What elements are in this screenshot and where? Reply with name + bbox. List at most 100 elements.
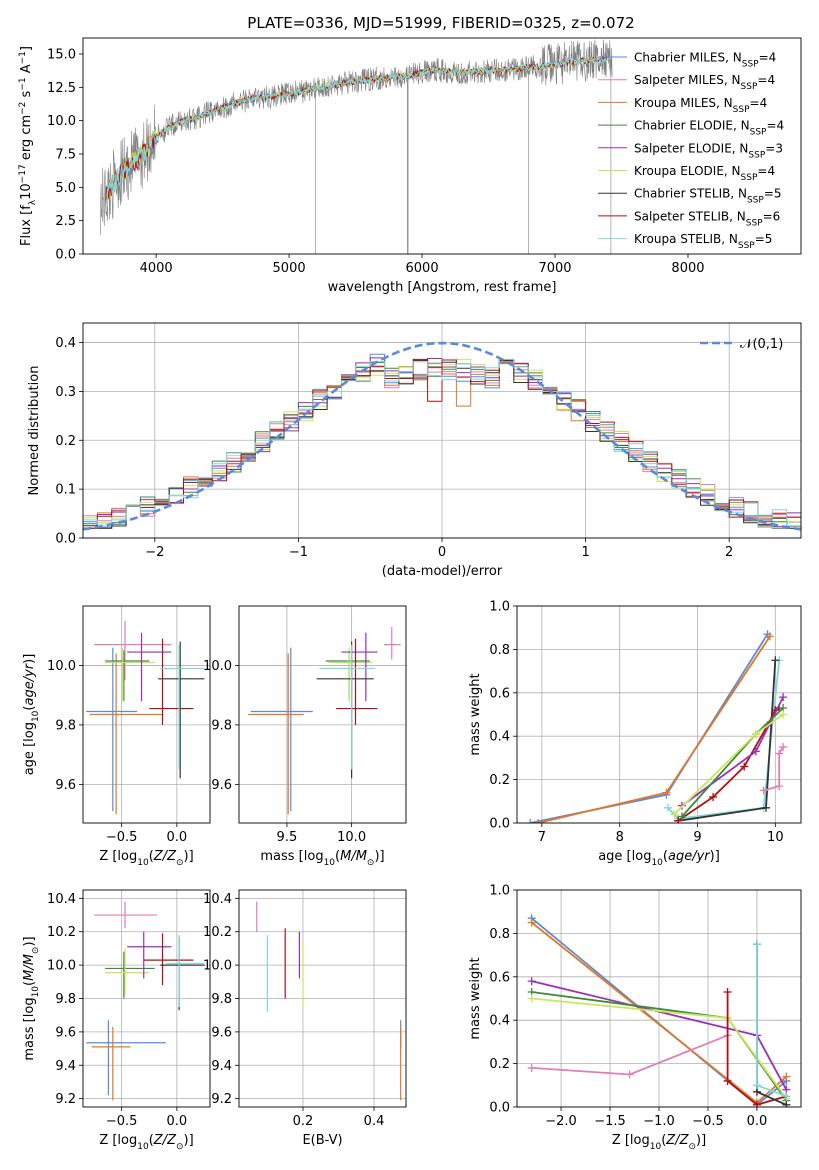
weight-series <box>527 1031 732 1079</box>
y-tick-label: 1.0 <box>489 884 510 899</box>
y-tick-label: 10.0 <box>203 959 232 974</box>
y-axis-label: mass [log10(M/M⊙)] <box>22 936 41 1060</box>
y-tick-label: 0.8 <box>489 643 510 658</box>
weight-marker <box>782 1100 791 1107</box>
y-tick-label: 0.0 <box>489 817 510 832</box>
y-tick-label: 0.4 <box>55 336 76 351</box>
error-bar-point <box>248 653 304 815</box>
chart-mass-vs-metallicity: −0.5 0.0 9.2 9.4 9.6 9.8 10.0 10.2 10.4 Z [log10(… <box>22 889 211 1152</box>
x-axis-label: E(B-V) <box>302 1133 342 1148</box>
x-axis-label: Z [log10(Z/Z⊙)] <box>99 1133 193 1152</box>
y-tick-label: 12.5 <box>47 81 76 96</box>
weight-marker <box>761 803 770 812</box>
error-bar-point <box>105 650 150 702</box>
weight-marker <box>771 656 780 665</box>
x-axis-label: (data-model)/error <box>382 564 503 579</box>
error-bar-point <box>89 653 163 815</box>
error-bar-point <box>105 948 150 996</box>
y-tick-label: 0.8 <box>489 927 510 942</box>
weight-marker <box>751 747 760 756</box>
error-bar-point <box>143 933 194 986</box>
weight-marker <box>779 693 788 702</box>
error-bar-point <box>319 644 375 770</box>
error-bar-point <box>383 626 401 660</box>
y-tick-label: 10.0 <box>203 659 232 674</box>
y-tick-label: 9.8 <box>55 718 76 733</box>
x-tick-label: 9 <box>693 830 701 845</box>
error-bar-point <box>127 931 172 979</box>
weight-series <box>752 940 791 1101</box>
y-tick-label: 1.0 <box>489 600 510 615</box>
weight-marker <box>752 1081 761 1090</box>
legend-label: Kroupa ELODIE, NSSP=4 <box>634 164 775 183</box>
weight-marker <box>526 819 535 823</box>
x-tick-label: −1.0 <box>643 1114 675 1129</box>
x-tick-label: 1 <box>581 545 589 560</box>
plot-area <box>256 901 402 1101</box>
plot-area <box>100 39 613 254</box>
x-tick-label: −0.5 <box>692 1114 724 1129</box>
x-tick-label: 0.4 <box>364 1114 385 1129</box>
y-tick-label: 9.8 <box>211 718 232 733</box>
y-tick-label: 7.5 <box>55 148 76 163</box>
weight-line <box>537 635 771 823</box>
y-tick-label: 0.4 <box>489 1014 510 1029</box>
weight-marker <box>752 940 761 949</box>
y-axis-label: mass weight <box>468 957 483 1039</box>
y-tick-label: 9.8 <box>55 992 76 1007</box>
chart-age-vs-metallicity: −0.5 0.0 9.6 9.8 10.0 Z [log10(Z/Z⊙)] age [log… <box>22 605 211 868</box>
y-axis-label: age [log10(age/yr)] <box>22 654 41 776</box>
weight-line <box>763 746 784 792</box>
x-tick-label: 6000 <box>406 261 439 276</box>
x-tick-label: 2 <box>725 545 733 560</box>
error-bar-point <box>336 638 378 725</box>
y-tick-label: 9.4 <box>211 1059 232 1074</box>
plot-area <box>86 901 205 1101</box>
error-bar-point <box>105 647 155 702</box>
weight-marker <box>723 987 732 996</box>
plot-area <box>527 914 791 1107</box>
y-tick-label: 10.0 <box>47 959 76 974</box>
legend-label: Kroupa MILES, NSSP=4 <box>634 96 767 115</box>
plot-area <box>83 341 801 531</box>
x-tick-label: −0.5 <box>106 830 138 845</box>
error-bar-point <box>86 1020 166 1096</box>
weight-marker <box>723 1076 732 1085</box>
error-bar-point <box>158 641 205 779</box>
error-bar-point <box>165 935 205 1007</box>
error-bar-point <box>160 644 205 770</box>
weight-marker <box>534 819 543 823</box>
weight-marker <box>709 792 718 801</box>
weight-marker <box>751 730 760 739</box>
y-tick-label: 10.2 <box>203 925 232 940</box>
weight-marker <box>765 632 774 641</box>
legend-label: Chabrier ELODIE, NSSP=4 <box>634 119 784 138</box>
plot-frame <box>82 37 802 255</box>
weight-marker <box>759 786 768 795</box>
weight-marker <box>662 788 671 797</box>
weight-marker <box>670 810 679 819</box>
chart-mass-vs-extinction: 0.2 0.4 9.2 9.4 9.6 9.8 10.0 10.2 10.4 E(B-V) <box>203 889 407 1148</box>
plot-frame <box>516 889 802 1108</box>
plot-frame <box>238 889 407 1108</box>
weight-marker <box>527 994 536 1003</box>
x-tick-label: 9.5 <box>277 830 298 845</box>
y-tick-label: 10.0 <box>47 114 76 129</box>
gaussian-curve <box>83 341 801 531</box>
y-tick-label: 0.2 <box>55 434 76 449</box>
y-tick-label: 10.4 <box>47 892 76 907</box>
error-bar-point <box>91 1026 131 1101</box>
weight-marker <box>779 743 788 752</box>
legend-label: Chabrier STELIB, NSSP=5 <box>634 187 782 206</box>
spectrum-legend: Chabrier MILES, NSSP=4 Salpeter MILES, NS… <box>598 51 784 251</box>
chart-age-vs-mass: 9.5 10.0 9.6 9.8 10.0 mass [log10(M/M⊙)] <box>203 605 407 868</box>
error-bar-point <box>341 632 378 702</box>
y-axis-label: Normed distribution <box>27 366 42 496</box>
error-bar-point <box>105 951 155 999</box>
y-tick-label: 0.2 <box>489 1057 510 1072</box>
legend-label: Salpeter MILES, NSSP=4 <box>634 73 775 92</box>
weight-series <box>752 940 791 1107</box>
model-line <box>105 55 610 208</box>
error-bar-point <box>325 650 370 702</box>
legend-label: Chabrier MILES, NSSP=4 <box>634 51 776 70</box>
